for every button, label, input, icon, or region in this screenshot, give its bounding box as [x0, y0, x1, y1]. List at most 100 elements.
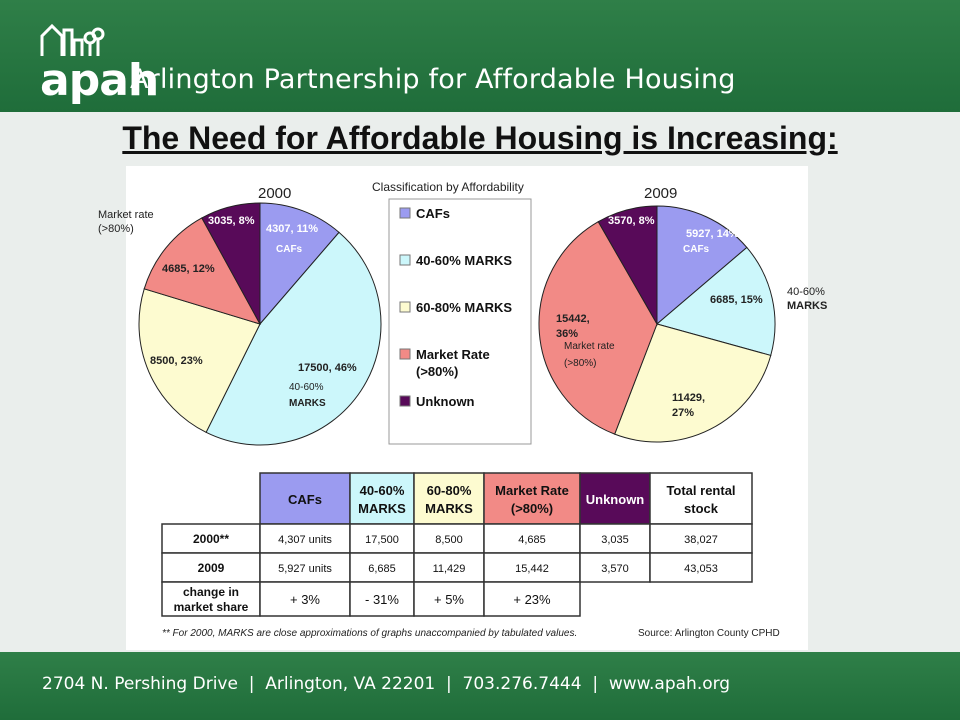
footer-contact: 2704 N. Pershing Drive | Arlington, VA 2…: [42, 674, 731, 694]
table-cell: [349, 581, 415, 617]
pie-2000-slice-2: [138, 288, 261, 434]
legend-swatch: [399, 207, 411, 219]
table-header-label: (>80%): [511, 501, 553, 516]
table-cell: [413, 552, 485, 583]
external-marks-label: 40-60% MARKS: [787, 286, 828, 312]
chart-canvas: 4307, 11% 17500, 46% 8500, 23% 4685, 12% 303…: [138, 180, 780, 639]
table-header-label: 40-60%: [360, 483, 405, 498]
table-header-label: MARKS: [425, 501, 473, 516]
table-header-label: 60-80%: [427, 483, 472, 498]
table-cell-value: 43,053: [684, 563, 718, 575]
table-cell-value: 3,570: [601, 563, 629, 575]
pie-2000-slice-label-2: 8500, 23%: [150, 355, 203, 367]
pie-2009-slice-label-2: 27%: [672, 407, 694, 419]
table-source: Source: Arlington County CPHD: [638, 628, 780, 639]
pie-2000-slice-0: [259, 202, 340, 326]
legend-label: (>80%): [416, 364, 458, 379]
pie-2009-slice-label-1: 6685, 15%: [710, 294, 763, 306]
pie-chart-2000: 4307, 11% 17500, 46% 8500, 23% 4685, 12% 303…: [138, 202, 382, 446]
footer-bar: 2704 N. Pershing Drive | Arlington, VA 2…: [0, 652, 960, 720]
table-row-label: 2009: [198, 561, 225, 575]
table-cell-value: + 23%: [513, 592, 551, 607]
table-cell-value: 17,500: [365, 534, 399, 546]
table-header-label: Market Rate: [495, 483, 569, 498]
legend-box: [388, 198, 532, 445]
table-header-cell: [259, 472, 351, 525]
organization-name: Arlington Partnership for Affordable Hou…: [130, 64, 736, 95]
pie-2000-marks-label-b: MARKS: [289, 398, 326, 409]
legend-label: 40-60% MARKS: [416, 253, 512, 268]
table-cell-value: 8,500: [435, 534, 463, 546]
table-header-cell: [413, 472, 485, 525]
pie-2000-slice-label-0: 4307, 11%: [266, 223, 318, 235]
legend-label: Market Rate: [416, 347, 490, 362]
pie-2009-market-label-b: (>80%): [564, 358, 597, 369]
table-cell: [483, 581, 581, 617]
table-cell: [579, 552, 651, 583]
table-row-label-cell: [161, 581, 261, 617]
pie-2000-cafs-label: CAFs: [276, 244, 303, 255]
table-cell-value: + 5%: [434, 592, 464, 607]
pie-2009-slice-label-0: 5927, 14%: [686, 228, 739, 240]
table-header-label: MARKS: [358, 501, 406, 516]
pie-2000-slice-4: [201, 202, 261, 325]
pie-2000-title: 2000: [258, 185, 291, 202]
pie-2009-slice-0: [656, 205, 748, 326]
table-row-label: market share: [174, 600, 249, 614]
table-cell-value: 38,027: [684, 534, 718, 546]
pie-2000-marks-label-a: 40-60%: [289, 382, 324, 393]
pie-2009-slice-label-4: 3570, 8%: [608, 215, 655, 227]
table-row-label: 2000**: [193, 532, 229, 546]
table-cell-value: 5,927 units: [278, 563, 332, 575]
table-cell: [649, 552, 753, 583]
table-header-label: stock: [684, 501, 719, 516]
pie-2000-slice-3: [143, 217, 262, 325]
chart-figure: 4307, 11% 17500, 46% 8500, 23% 4685, 12% 303…: [126, 166, 808, 650]
table-row-label: change in: [183, 585, 239, 599]
pie-2009-slice-label-2: 11429,: [672, 392, 705, 404]
legend-label: 60-80% MARKS: [416, 300, 512, 315]
pie-chart-2009: 5927, 14% 6685, 15% 11429, 27% 15442, 36% 3570…: [538, 205, 776, 443]
legend-title: Classification by Affordability: [372, 180, 524, 194]
table-header-cell: [649, 472, 753, 525]
table-cell-value: 4,685: [518, 534, 546, 546]
pie-2009-market-label-a: Market rate: [564, 341, 615, 352]
table-header-cell: [579, 472, 651, 525]
pie-2009-slice-4: [597, 205, 658, 326]
pie-2009-slice-label-3: 36%: [556, 328, 578, 340]
pie-2000-slice-label-4: 3035, 8%: [208, 215, 255, 227]
legend-swatch: [399, 348, 411, 360]
table-cell-value: 11,429: [433, 563, 466, 575]
pie-2000-slice-1: [205, 231, 382, 446]
header-bar: apah Arlington Partnership for Affordabl…: [0, 0, 960, 112]
external-market-rate-label: Market rate (>80%): [98, 209, 154, 235]
apah-logo-icon: [40, 23, 105, 56]
pie-2009-slice-3: [538, 220, 658, 435]
table-cell-value: 15,442: [515, 563, 549, 575]
legend-swatch: [399, 301, 411, 313]
pie-2009-slice-1: [655, 246, 776, 357]
legend-items: CAFs 40-60% MARKS 60-80% MARKS Market Rate (…: [399, 206, 512, 409]
legend-swatch: [399, 254, 411, 266]
data-table: CAFs 40-60% MARKS 60-80% MARKS Market Rate (>8…: [161, 472, 753, 617]
legend-swatch: [399, 395, 411, 407]
table-header-cell: [349, 472, 415, 525]
pie-2009-slice-label-3: 15442,: [556, 313, 590, 325]
table-cell-value: 6,685: [368, 563, 396, 575]
table-cell: [413, 523, 485, 554]
table-cell-value: - 31%: [365, 592, 399, 607]
table-cell-value: 3,035: [601, 534, 629, 546]
table-cell: [259, 552, 351, 583]
pie-2009-title: 2009: [644, 185, 677, 202]
table-cell: [349, 523, 415, 554]
table-footnote: ** For 2000, MARKS are close approximati…: [162, 628, 577, 639]
table-cell-value: + 3%: [290, 592, 320, 607]
pie-2009-slice-2: [614, 323, 772, 443]
legend-label: Unknown: [416, 394, 475, 409]
table-header-label: Total rental: [666, 483, 735, 498]
table-cell-value: 4,307 units: [278, 534, 332, 546]
legend-label: CAFs: [416, 206, 450, 221]
pie-2009-cafs-label: CAFs: [683, 244, 710, 255]
slide-title: The Need for Affordable Housing is Incre…: [122, 120, 838, 156]
table-header-label: CAFs: [288, 492, 322, 507]
